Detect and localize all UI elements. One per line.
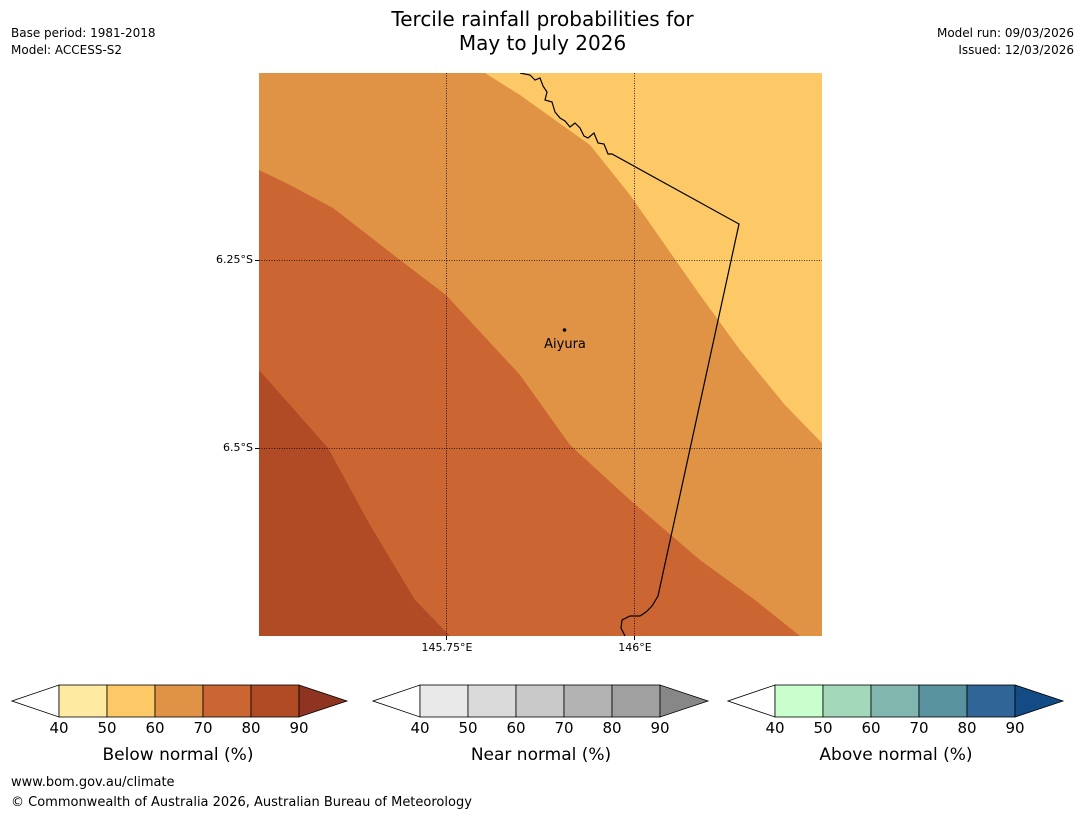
cb-above-segment-80 (966, 684, 1016, 718)
meta-left: Base period: 1981-2018 Model: ACCESS-S2 (11, 25, 156, 59)
issued-date: Issued: 12/03/2026 (958, 43, 1074, 57)
cb-near-over-triangle (659, 684, 710, 718)
colorbar-above-normal-scale (727, 684, 1065, 718)
cb-near-segment-40 (419, 684, 469, 718)
model-name: Model: ACCESS-S2 (11, 43, 123, 57)
cb-below-tick-60: 60 (145, 719, 165, 737)
cb-near-tick-80: 80 (602, 719, 622, 737)
cb-below-segment-80 (250, 684, 300, 718)
cb-near-segment-60 (515, 684, 565, 718)
title-line-1: Tercile rainfall probabilities for (391, 7, 694, 31)
cb-above-tick-90: 90 (1005, 719, 1025, 737)
cb-near-segment-50 (467, 684, 517, 718)
cb-above-tick-40: 40 (765, 719, 785, 737)
cb-above-segment-70 (918, 684, 968, 718)
cb-below-tick-70: 70 (193, 719, 213, 737)
lon-label-145-75: 145.75°E (421, 641, 473, 654)
meta-right: Model run: 09/03/2026 Issued: 12/03/2026 (937, 25, 1074, 59)
colorbar-below-label: Below normal (%) (102, 745, 254, 765)
cb-below-tick-80: 80 (241, 719, 261, 737)
cb-above-tick-50: 50 (813, 719, 833, 737)
colorbar-above-label: Above normal (%) (819, 745, 973, 765)
lat-label-6-5: 6.5°S (223, 441, 253, 454)
cb-above-tick-70: 70 (909, 719, 929, 737)
cb-near-segment-70 (563, 684, 613, 718)
cb-below-under-triangle (11, 684, 60, 718)
cb-below-over-triangle (298, 684, 349, 718)
cb-below-segment-40 (58, 684, 108, 718)
cb-below-tick-50: 50 (97, 719, 117, 737)
place-label-aiyura: Aiyura (544, 337, 586, 352)
cb-above-over-triangle (1014, 684, 1065, 718)
colorbar-near-normal: 40 50 60 70 80 90 (372, 684, 712, 737)
cb-near-tick-90: 90 (650, 719, 670, 737)
zone-below-70-80 (259, 170, 800, 636)
cb-below-segment-70 (202, 684, 252, 718)
cb-below-segment-60 (154, 684, 204, 718)
cb-above-segment-60 (870, 684, 920, 718)
base-period: Base period: 1981-2018 (11, 26, 156, 40)
lat-label-6-25: 6.25°S (216, 253, 253, 266)
cb-above-under-triangle (727, 684, 776, 718)
cb-below-tick-90: 90 (289, 719, 309, 737)
cb-above-segment-40 (774, 684, 824, 718)
cb-below-segment-50 (106, 684, 156, 718)
province-boundary (519, 73, 740, 636)
cb-below-tick-40: 40 (49, 719, 69, 737)
lon-label-146: 146°E (618, 641, 652, 654)
probability-zones (259, 73, 822, 636)
colorbar-above-normal: 40 50 60 70 80 90 (727, 684, 1067, 737)
page-title: Tercile rainfall probabilities for May t… (0, 7, 1085, 55)
zone-below-80-90 (259, 370, 450, 636)
colorbar-near-normal-scale (372, 684, 710, 718)
aiyura-marker (562, 328, 567, 332)
cb-above-tick-60: 60 (861, 719, 881, 737)
cb-near-tick-50: 50 (458, 719, 478, 737)
colorbar-below-normal: 40 50 60 70 80 90 (11, 684, 351, 737)
colorbar-near-label: Near normal (%) (470, 745, 612, 765)
cb-near-tick-60: 60 (506, 719, 526, 737)
cb-near-segment-80 (611, 684, 661, 718)
cb-near-tick-70: 70 (554, 719, 574, 737)
model-run: Model run: 09/03/2026 (936, 26, 1074, 40)
footer-url[interactable]: www.bom.gov.au/climate (11, 775, 175, 790)
colorbar-below-normal-scale (11, 684, 349, 718)
cb-above-segment-50 (822, 684, 872, 718)
cb-above-tick-80: 80 (957, 719, 977, 737)
cb-near-tick-40: 40 (410, 719, 430, 737)
footer-copyright: © Commonwealth of Australia 2026, Austra… (11, 795, 472, 810)
cb-near-under-triangle (372, 684, 421, 718)
title-line-2: May to July 2026 (458, 31, 627, 55)
